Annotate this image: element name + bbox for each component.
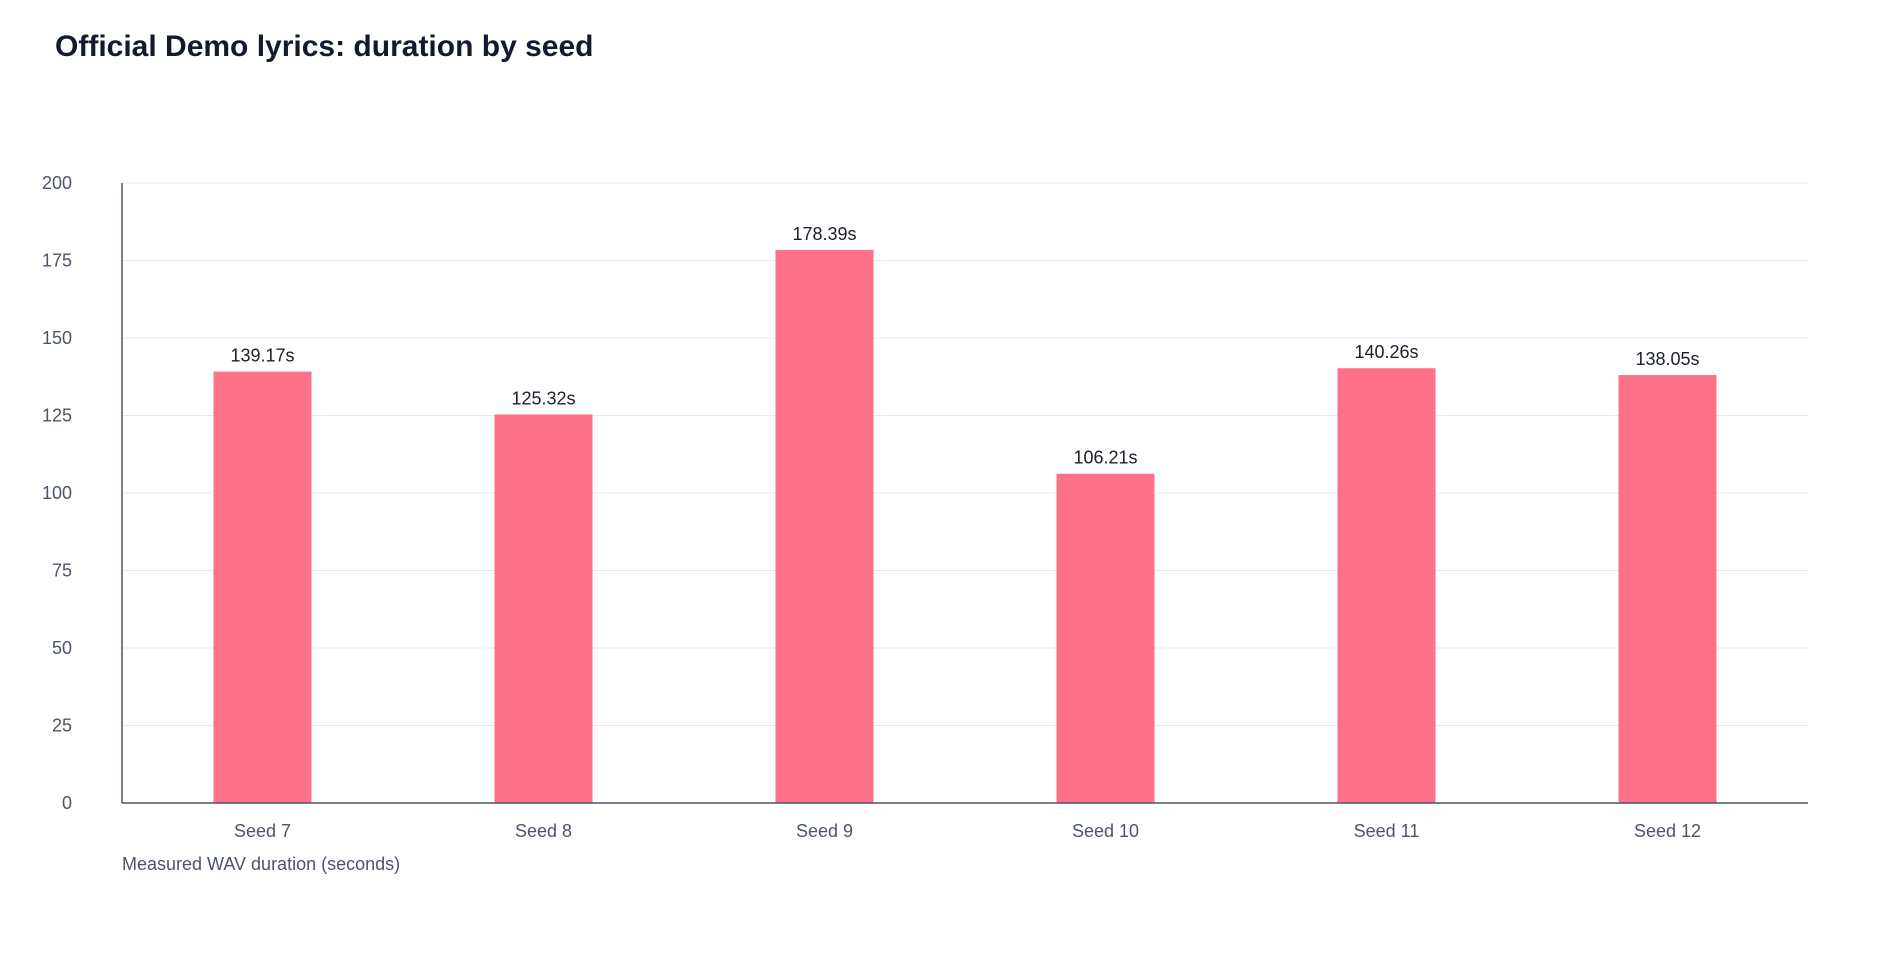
bars (213, 249, 1717, 804)
x-category-label: Seed 11 (1354, 821, 1420, 841)
x-category-label: Seed 9 (796, 821, 853, 841)
bar (213, 371, 312, 803)
x-category-label: Seed 7 (234, 821, 291, 841)
bar (1056, 473, 1155, 803)
x-category-labels: Seed 7 Seed 8 Seed 9 Seed 10 Seed 11 Seed 12 (234, 821, 1701, 841)
y-tick-label: 100 (42, 483, 72, 503)
bar (494, 414, 593, 803)
y-tick-label: 125 (42, 406, 72, 426)
y-tick-label: 175 (42, 251, 72, 271)
y-tick-label: 150 (42, 328, 72, 348)
bar (775, 249, 874, 804)
x-axis-label: Measured WAV duration (seconds) (122, 854, 400, 874)
bar-value-label: 106.21s (1073, 448, 1137, 468)
bar (1337, 368, 1436, 803)
x-category-label: Seed 10 (1072, 821, 1139, 841)
chart-title: Official Demo lyrics: duration by seed (55, 30, 594, 63)
y-tick-label: 0 (62, 793, 72, 813)
bar-value-label: 178.39s (792, 224, 856, 244)
y-tick-label: 75 (52, 561, 72, 581)
x-category-label: Seed 12 (1634, 821, 1701, 841)
bar-value-label: 138.05s (1635, 349, 1699, 369)
y-tick-label: 25 (52, 716, 72, 736)
bar (1618, 375, 1717, 803)
bar-value-label: 140.26s (1354, 342, 1418, 362)
axes (121, 183, 1808, 804)
bar-value-label: 139.17s (230, 346, 294, 366)
x-category-label: Seed 8 (515, 821, 572, 841)
data-labels: 139.17s 125.32s 178.39s 106.21s 140.26s 138.0… (230, 224, 1699, 468)
bar-value-label: 125.32s (511, 389, 575, 409)
y-tick-labels: 0 25 50 75 100 125 150 175 200 (42, 173, 72, 813)
y-tick-label: 50 (52, 638, 72, 658)
gridlines (122, 182, 1808, 726)
y-tick-label: 200 (42, 173, 72, 193)
